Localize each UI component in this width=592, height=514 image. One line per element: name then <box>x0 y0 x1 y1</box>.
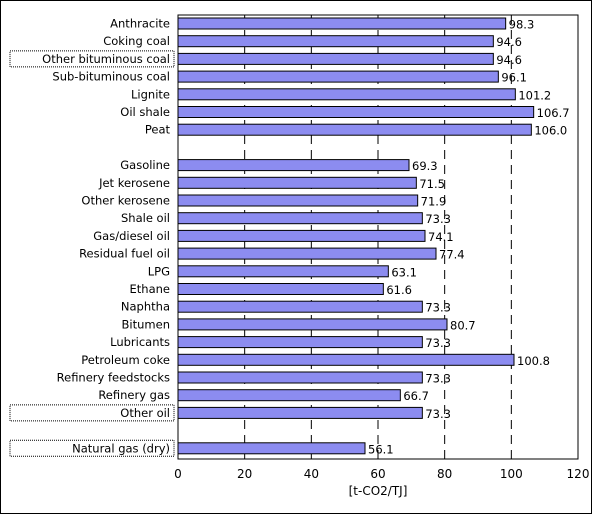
value-label: 61.6 <box>386 283 412 297</box>
value-label: 73.3 <box>425 336 451 350</box>
category-label: Sub-bituminous coal <box>52 70 170 84</box>
bar <box>178 284 383 295</box>
value-label: 71.9 <box>421 195 447 209</box>
category-label: Anthracite <box>110 17 170 31</box>
x-tick-label: 80 <box>437 467 452 481</box>
value-label: 71.5 <box>419 177 445 191</box>
value-label: 100.8 <box>517 354 550 368</box>
bar <box>178 177 416 188</box>
category-label: Ethane <box>130 282 170 296</box>
category-label: Gasoline <box>120 158 170 172</box>
bar <box>178 36 493 47</box>
value-label: 66.7 <box>403 389 429 403</box>
value-label: 94.6 <box>496 35 522 49</box>
category-label: Natural gas (dry) <box>72 441 170 455</box>
bar <box>178 195 418 206</box>
category-label: LPG <box>148 264 170 278</box>
bar <box>178 319 447 330</box>
value-label: 106.0 <box>534 124 567 138</box>
bar <box>178 53 493 64</box>
value-label: 106.7 <box>537 106 570 120</box>
category-label: Lubricants <box>110 335 170 349</box>
value-label: 77.4 <box>439 248 465 262</box>
bar <box>178 213 422 224</box>
x-tick-label: 100 <box>500 467 523 481</box>
category-label: Naphtha <box>121 300 170 314</box>
category-label: Peat <box>145 123 171 137</box>
bar <box>178 337 422 348</box>
category-label: Residual fuel oil <box>79 247 170 261</box>
category-label: Refinery gas <box>98 388 170 402</box>
x-axis-title: [t-CO2/TJ] <box>349 484 408 498</box>
value-label: 73.3 <box>425 407 451 421</box>
bar <box>178 248 436 259</box>
value-label: 69.3 <box>412 159 438 173</box>
value-label: 80.7 <box>450 318 476 332</box>
value-label: 73.3 <box>425 301 451 315</box>
category-label: Lignite <box>131 87 170 101</box>
value-label: 96.1 <box>501 71 527 85</box>
value-label: 101.2 <box>518 88 551 102</box>
x-tick-label: 0 <box>174 467 182 481</box>
x-tick-label: 40 <box>304 467 319 481</box>
bar <box>178 301 422 312</box>
category-label: Refinery feedstocks <box>57 371 170 385</box>
value-label: 73.3 <box>425 212 451 226</box>
bar <box>178 390 400 401</box>
bar <box>178 18 506 29</box>
bar <box>178 107 534 118</box>
bar <box>178 266 388 277</box>
category-label: Jet kerosene <box>98 176 170 190</box>
value-label: 63.1 <box>391 265 417 279</box>
x-tick-label: 20 <box>237 467 252 481</box>
category-label: Coking coal <box>103 34 170 48</box>
x-tick-label: 60 <box>370 467 385 481</box>
category-label: Petroleum coke <box>81 353 170 367</box>
bar <box>178 230 425 241</box>
bar <box>178 372 422 383</box>
category-label: Other bituminous coal <box>42 52 170 66</box>
value-label: 94.6 <box>496 53 522 67</box>
value-label: 74.1 <box>428 230 454 244</box>
bar <box>178 124 531 135</box>
bar <box>178 160 409 171</box>
bar <box>178 407 422 418</box>
x-tick-label: 120 <box>567 467 590 481</box>
bar <box>178 354 514 365</box>
category-label: Other kerosene <box>81 194 170 208</box>
value-label: 73.3 <box>425 372 451 386</box>
category-label: Shale oil <box>121 211 170 225</box>
bar <box>178 71 498 82</box>
category-label: Gas/diesel oil <box>93 229 170 243</box>
value-label: 98.3 <box>509 18 535 32</box>
bar <box>178 443 365 454</box>
category-label: Other oil <box>120 406 170 420</box>
category-label: Oil shale <box>120 105 170 119</box>
bar <box>178 89 515 100</box>
category-label: Bitumen <box>122 317 170 331</box>
value-label: 56.1 <box>368 442 394 456</box>
